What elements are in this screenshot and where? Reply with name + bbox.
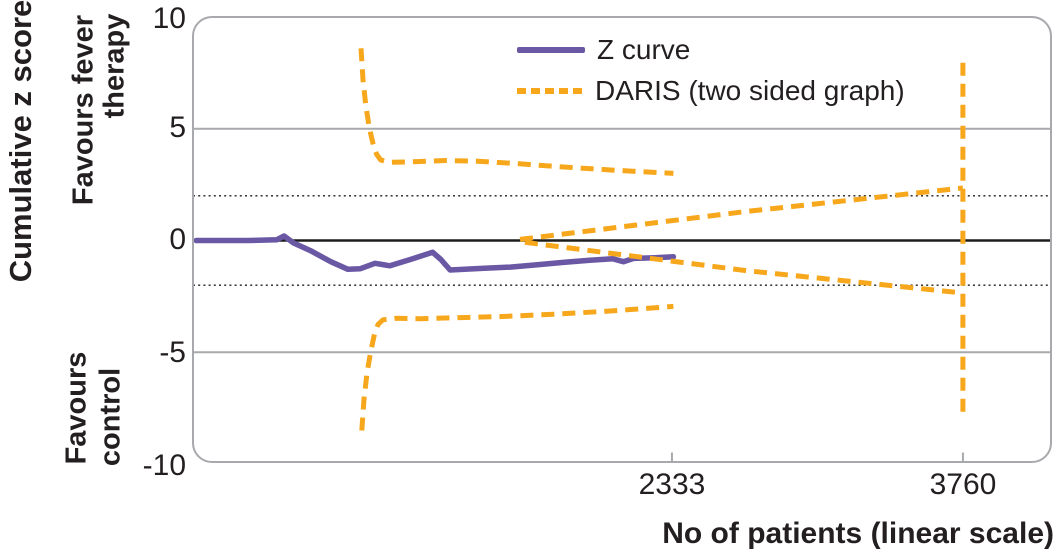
- y-axis-title: Cumulative z score: [3, 0, 38, 283]
- y-region-label-favours-fever-line1: Favours fever: [67, 14, 100, 206]
- z-curve-line-swatch: [517, 47, 585, 53]
- daris-line-swatch: [517, 88, 583, 94]
- y-tick-10: 10: [152, 2, 186, 35]
- x-tick-2333: 2333: [638, 468, 706, 501]
- y-region-label-favours-control-line1: Favours: [60, 351, 93, 465]
- legend-label-z-curve: Z curve: [597, 34, 691, 65]
- legend-item-daris: DARIS (two sided graph): [517, 74, 905, 108]
- x-tick-3760: 3760: [929, 468, 997, 501]
- x-axis-title: No of patients (linear scale): [662, 517, 1054, 550]
- y-tick-neg5: -5: [159, 336, 186, 369]
- legend-label-daris: DARIS (two sided graph): [595, 75, 905, 106]
- legend-item-z-curve: Z curve: [517, 33, 905, 67]
- y-tick-5: 5: [169, 111, 186, 144]
- y-tick-neg10: -10: [142, 449, 186, 482]
- y-tick-0: 0: [169, 223, 186, 256]
- legend: Z curve DARIS (two sided graph): [517, 33, 905, 108]
